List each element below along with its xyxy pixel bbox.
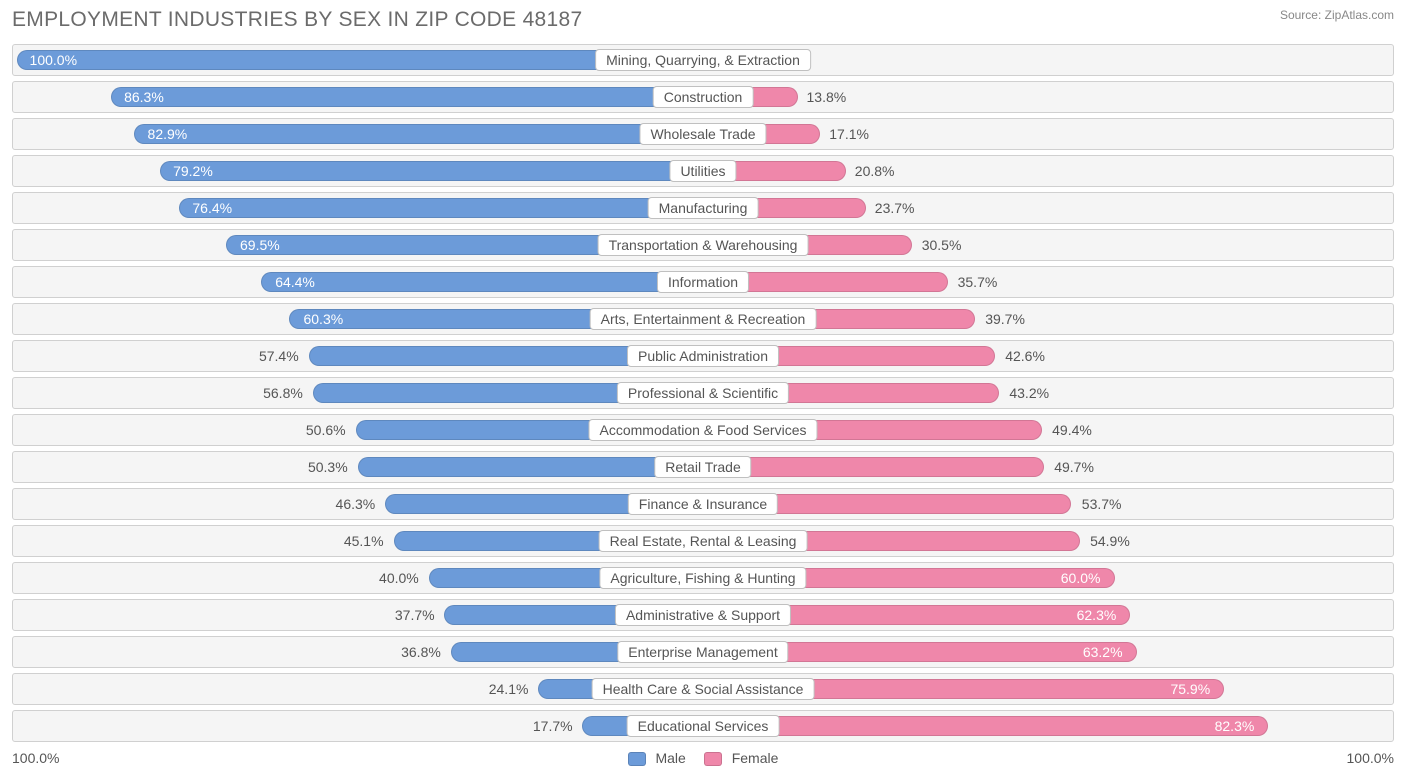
female-bar xyxy=(703,457,1044,477)
male-bar xyxy=(179,198,703,218)
male-bar xyxy=(261,272,703,292)
female-pct-label: 63.2% xyxy=(1083,644,1123,660)
male-pct-label: 24.1% xyxy=(489,681,529,697)
category-label: Accommodation & Food Services xyxy=(589,419,818,441)
male-pct-label: 36.8% xyxy=(401,644,441,660)
legend-male: Male xyxy=(628,750,686,766)
male-pct-label: 60.3% xyxy=(303,311,343,327)
category-label: Utilities xyxy=(669,160,736,182)
male-pct-label: 56.8% xyxy=(263,385,303,401)
chart-row: 24.1% 75.9% Health Care & Social Assistanc… xyxy=(12,673,1394,705)
axis-right-label: 100.0% xyxy=(1347,750,1394,766)
female-pct-label: 49.4% xyxy=(1052,422,1092,438)
category-label: Finance & Insurance xyxy=(628,493,778,515)
male-pct-label: 100.0% xyxy=(30,52,77,68)
chart-row: 76.4% 23.7% Manufacturing xyxy=(12,192,1394,224)
chart-row: 40.0% 60.0% Agriculture, Fishing & Hunting xyxy=(12,562,1394,594)
male-pct-label: 64.4% xyxy=(275,274,315,290)
male-swatch xyxy=(628,752,646,766)
category-label: Transportation & Warehousing xyxy=(598,234,809,256)
category-label: Public Administration xyxy=(627,345,779,367)
chart-row: 36.8% 63.2% Enterprise Management xyxy=(12,636,1394,668)
chart-row: 79.2% 20.8% Utilities xyxy=(12,155,1394,187)
male-pct-label: 57.4% xyxy=(259,348,299,364)
chart-row: 45.1% 54.9% Real Estate, Rental & Leasing xyxy=(12,525,1394,557)
chart-row: 46.3% 53.7% Finance & Insurance xyxy=(12,488,1394,520)
category-label: Retail Trade xyxy=(654,456,751,478)
chart-area: 100.0%0.0%Mining, Quarrying, & Extractio… xyxy=(12,44,1394,742)
category-label: Information xyxy=(657,271,749,293)
female-pct-label: 35.7% xyxy=(958,274,998,290)
male-pct-label: 76.4% xyxy=(192,200,232,216)
male-bar xyxy=(134,124,703,144)
male-pct-label: 40.0% xyxy=(379,570,419,586)
category-label: Mining, Quarrying, & Extraction xyxy=(595,49,811,71)
category-label: Enterprise Management xyxy=(617,641,788,663)
category-label: Administrative & Support xyxy=(615,604,791,626)
male-pct-label: 50.6% xyxy=(306,422,346,438)
female-pct-label: 23.7% xyxy=(875,200,915,216)
female-pct-label: 17.1% xyxy=(829,126,869,142)
category-label: Health Care & Social Assistance xyxy=(592,678,815,700)
female-pct-label: 39.7% xyxy=(985,311,1025,327)
female-swatch xyxy=(704,752,722,766)
chart-row: 50.3% 49.7% Retail Trade xyxy=(12,451,1394,483)
chart-row: 82.9% 17.1% Wholesale Trade xyxy=(12,118,1394,150)
category-label: Manufacturing xyxy=(648,197,759,219)
chart-row: 100.0%0.0%Mining, Quarrying, & Extractio… xyxy=(12,44,1394,76)
chart-row: 17.7% 82.3% Educational Services xyxy=(12,710,1394,742)
legend-female: Female xyxy=(704,750,779,766)
chart-row: 86.3% 13.8% Construction xyxy=(12,81,1394,113)
male-pct-label: 46.3% xyxy=(336,496,376,512)
male-pct-label: 86.3% xyxy=(124,89,164,105)
male-pct-label: 82.9% xyxy=(148,126,188,142)
chart-row: 69.5% 30.5% Transportation & Warehousing xyxy=(12,229,1394,261)
chart-row: 57.4% 42.6% Public Administration xyxy=(12,340,1394,372)
male-pct-label: 37.7% xyxy=(395,607,435,623)
chart-header: EMPLOYMENT INDUSTRIES BY SEX IN ZIP CODE… xyxy=(12,8,1394,32)
male-pct-label: 50.3% xyxy=(308,459,348,475)
female-pct-label: 75.9% xyxy=(1170,681,1210,697)
male-bar xyxy=(111,87,703,107)
category-label: Wholesale Trade xyxy=(639,123,766,145)
chart-row: 37.7% 62.3% Administrative & Support xyxy=(12,599,1394,631)
chart-source: Source: ZipAtlas.com xyxy=(1280,8,1394,22)
category-label: Arts, Entertainment & Recreation xyxy=(590,308,817,330)
category-label: Construction xyxy=(653,86,754,108)
chart-row: 56.8% 43.2% Professional & Scientific xyxy=(12,377,1394,409)
legend: Male Female xyxy=(628,750,779,766)
female-bar xyxy=(703,716,1268,736)
chart-row: 50.6% 49.4% Accommodation & Food Services xyxy=(12,414,1394,446)
female-pct-label: 60.0% xyxy=(1061,570,1101,586)
female-pct-label: 42.6% xyxy=(1005,348,1045,364)
male-pct-label: 79.2% xyxy=(173,163,213,179)
female-pct-label: 53.7% xyxy=(1082,496,1122,512)
female-pct-label: 30.5% xyxy=(922,237,962,253)
male-bar xyxy=(358,457,703,477)
female-pct-label: 20.8% xyxy=(855,163,895,179)
female-pct-label: 13.8% xyxy=(807,89,847,105)
axis-left-label: 100.0% xyxy=(12,750,59,766)
male-bar xyxy=(160,161,703,181)
chart-row: 60.3% 39.7% Arts, Entertainment & Recreati… xyxy=(12,303,1394,335)
female-pct-label: 62.3% xyxy=(1077,607,1117,623)
chart-footer: 100.0% Male Female 100.0% xyxy=(12,750,1394,766)
category-label: Real Estate, Rental & Leasing xyxy=(599,530,808,552)
female-pct-label: 43.2% xyxy=(1009,385,1049,401)
female-pct-label: 49.7% xyxy=(1054,459,1094,475)
legend-male-label: Male xyxy=(655,750,685,766)
chart-row: 64.4% 35.7% Information xyxy=(12,266,1394,298)
category-label: Agriculture, Fishing & Hunting xyxy=(599,567,806,589)
male-pct-label: 17.7% xyxy=(533,718,573,734)
category-label: Educational Services xyxy=(627,715,780,737)
male-pct-label: 45.1% xyxy=(344,533,384,549)
chart-title: EMPLOYMENT INDUSTRIES BY SEX IN ZIP CODE… xyxy=(12,8,582,32)
female-pct-label: 82.3% xyxy=(1215,718,1255,734)
male-pct-label: 69.5% xyxy=(240,237,280,253)
legend-female-label: Female xyxy=(732,750,779,766)
category-label: Professional & Scientific xyxy=(617,382,789,404)
female-pct-label: 54.9% xyxy=(1090,533,1130,549)
